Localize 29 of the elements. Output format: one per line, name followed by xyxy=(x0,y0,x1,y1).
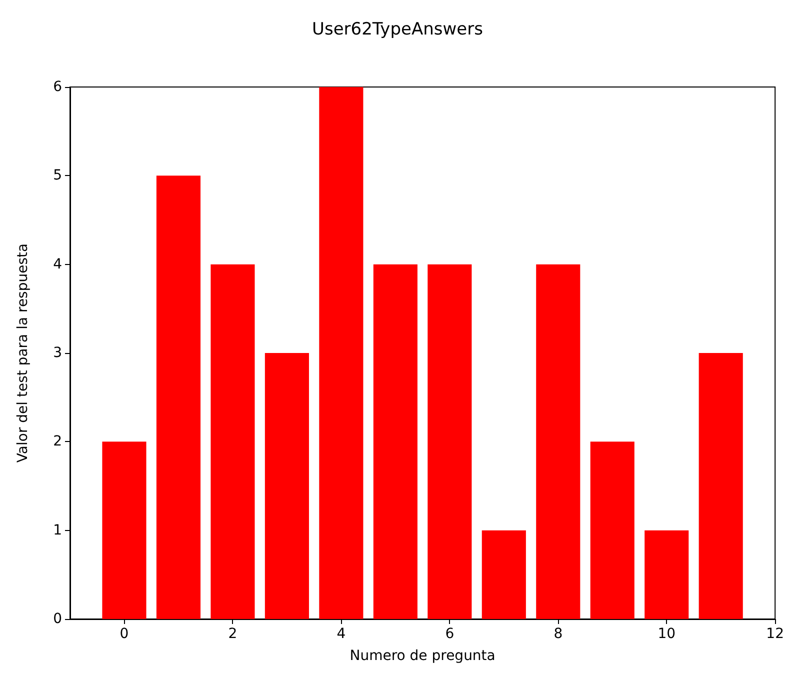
bar xyxy=(102,442,146,619)
y-tick-label: 2 xyxy=(53,434,62,450)
y-tick-label: 3 xyxy=(53,345,62,361)
bar xyxy=(482,530,526,619)
bar xyxy=(698,353,743,619)
x-tick-label: 0 xyxy=(120,626,129,642)
bar xyxy=(373,264,418,619)
y-tick-label: 0 xyxy=(53,611,62,627)
bar xyxy=(156,176,201,619)
chart-title: User62TypeAnswers xyxy=(312,20,484,40)
x-tick-label: 4 xyxy=(336,626,346,642)
bar xyxy=(210,264,255,619)
bar xyxy=(644,530,689,619)
y-tick-label: 6 xyxy=(53,79,62,95)
bar xyxy=(428,264,472,619)
bar xyxy=(536,264,580,619)
y-tick-label: 1 xyxy=(53,522,62,538)
bar xyxy=(264,353,309,619)
bar xyxy=(590,442,634,619)
x-tick-label: 8 xyxy=(554,626,563,642)
y-tick-label: 5 xyxy=(53,168,62,184)
y-tick-label: 4 xyxy=(53,256,62,272)
x-tick-label: 12 xyxy=(766,626,784,642)
y-axis-title: Valor del test para la respuesta xyxy=(15,243,31,463)
x-tick-label: 6 xyxy=(445,626,454,642)
x-tick-label: 2 xyxy=(228,626,238,642)
x-axis-title: Numero de pregunta xyxy=(350,648,496,664)
x-tick-label: 10 xyxy=(658,626,676,642)
bar xyxy=(319,87,364,619)
